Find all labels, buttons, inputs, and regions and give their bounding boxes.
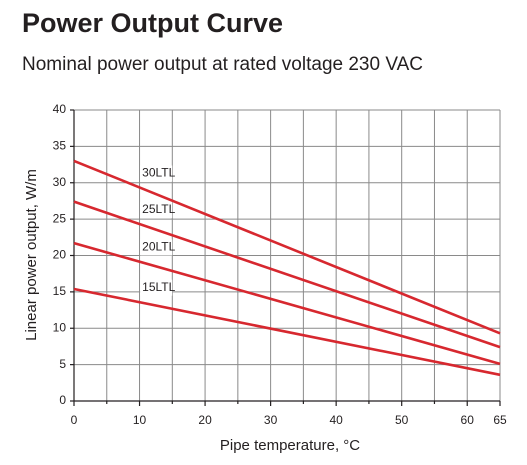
y-tick-label: 25 — [53, 211, 67, 225]
label-background — [140, 239, 173, 256]
y-tick-label: 20 — [53, 248, 67, 262]
series-label: 15LTL — [142, 280, 175, 294]
series-label: 30LTL — [142, 166, 175, 180]
y-tick-label: 30 — [53, 175, 67, 189]
y-tick-label: 10 — [53, 320, 67, 334]
x-tick-label: 10 — [133, 413, 147, 427]
x-tick-label: 40 — [329, 413, 343, 427]
y-tick-label: 35 — [53, 139, 67, 153]
y-tick-label: 15 — [53, 284, 67, 298]
x-axis-label: Pipe temperature, °C — [220, 437, 360, 454]
y-tick-label: 40 — [53, 102, 67, 116]
label-background — [140, 201, 173, 218]
series-line — [73, 200, 501, 349]
y-tick-label: 5 — [59, 357, 66, 371]
x-tick-label: 60 — [461, 413, 475, 427]
chart-subtitle: Nominal power output at rated voltage 23… — [22, 54, 423, 75]
x-tick-label: 30 — [264, 413, 278, 427]
label-background — [140, 279, 173, 296]
x-tick-label: 0 — [71, 413, 78, 427]
y-tick-label: 0 — [59, 393, 66, 407]
series-label: 20LTL — [142, 240, 175, 254]
x-tick-label: 50 — [395, 413, 409, 427]
chart-title: Power Output Curve — [22, 8, 283, 38]
x-tick-label: 65 — [493, 413, 507, 427]
series-label: 25LTL — [142, 202, 175, 216]
x-tick-label: 20 — [198, 413, 212, 427]
series-line — [73, 287, 501, 377]
label-background — [140, 165, 173, 182]
series-line — [73, 159, 501, 335]
y-axis-label: Linear power output, W/m — [23, 169, 40, 341]
series-line — [73, 241, 501, 366]
